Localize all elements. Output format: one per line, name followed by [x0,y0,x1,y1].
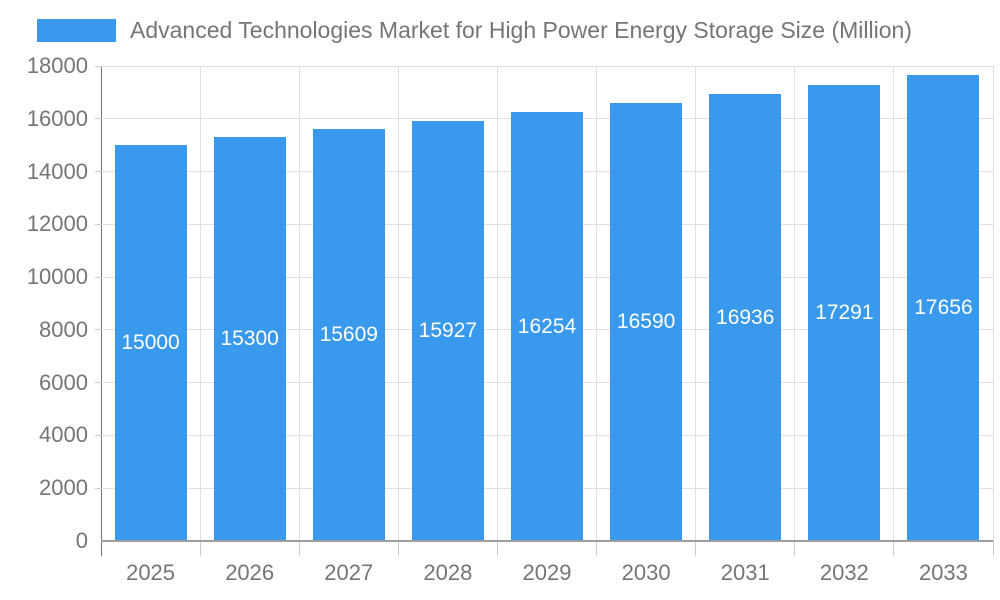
y-axis-tick [95,276,101,278]
x-axis-tick-label: 2026 [225,560,275,585]
y-axis-tick [95,171,101,173]
x-axis-tick-label: 2028 [423,560,473,585]
y-axis-tick-label: 16000 [26,105,88,131]
bar-2030: 16590 [610,103,683,541]
x-axis-tick [794,541,796,556]
v-gridline [397,66,399,541]
v-gridline [496,66,498,541]
y-axis-tick [95,487,101,489]
x-axis-tick-label: 2030 [621,560,671,585]
y-axis-tick-label: 14000 [26,158,88,184]
bar-2029: 16254 [511,112,583,541]
bar-2026: 15300 [213,137,286,541]
bar-value-label: 17656 [914,296,973,320]
x-axis-tick [893,541,895,556]
bar-value-label: 15609 [319,323,378,347]
legend-swatch-icon [37,19,116,42]
x-axis-tick-label: 2029 [522,560,572,585]
x-axis-tick-label: 2031 [720,560,770,585]
v-gridline [298,66,300,541]
v-gridline [992,66,994,541]
bar-2025: 15000 [114,145,187,541]
x-axis-tick [992,541,994,556]
y-axis-tick-label: 18000 [26,53,88,78]
v-gridline [695,66,697,541]
bar-2033: 17656 [907,75,980,541]
bar-value-label: 15927 [418,318,478,342]
v-gridline [199,66,201,541]
y-axis-tick [95,223,101,225]
x-axis-tick [397,541,399,556]
bar-2027: 15609 [312,129,385,541]
x-axis-tick [496,541,498,556]
y-axis-tick [95,65,101,67]
y-axis-tick-label: 2000 [39,475,88,501]
bar-value-label: 15300 [220,327,279,351]
bar-value-label: 17291 [815,300,874,324]
h-gridline [101,65,993,67]
y-axis-tick [95,118,101,120]
chart-title: Advanced Technologies Market for High Po… [130,17,912,43]
y-axis-tick [95,329,101,331]
y-axis-tick [95,382,101,384]
x-axis-tick [298,541,300,556]
x-axis-tick-label: 2025 [126,560,176,585]
y-axis-tick-label: 4000 [39,422,88,448]
bar-value-label: 16590 [616,310,676,334]
x-axis-tick-label: 2032 [819,560,869,585]
y-axis-line [101,66,102,556]
x-axis-tick-label: 2027 [324,560,374,585]
v-gridline [893,66,895,541]
y-axis-tick-label: 8000 [39,316,88,342]
x-axis-line [101,540,993,542]
x-axis-tick-label: 2033 [918,560,968,585]
y-axis-tick-label: 6000 [39,369,88,395]
x-axis-tick [596,541,598,556]
bar-value-label: 15000 [121,331,180,355]
y-axis-tick-label: 0 [75,528,88,553]
chart-legend: Advanced Technologies Market for High Po… [37,17,912,44]
v-gridline [596,66,598,541]
y-axis-tick-label: 10000 [26,264,88,290]
x-axis-tick [695,541,697,556]
bar-value-label: 16936 [716,305,775,329]
bar-2028: 15927 [411,120,484,541]
y-axis-tick-label: 12000 [26,211,88,237]
y-axis-tick [95,434,101,436]
bar-2031: 16936 [709,94,782,541]
bar-value-label: 16254 [517,314,577,338]
x-axis-tick [199,541,201,556]
bar-2032: 17291 [808,84,881,541]
v-gridline [794,66,796,541]
